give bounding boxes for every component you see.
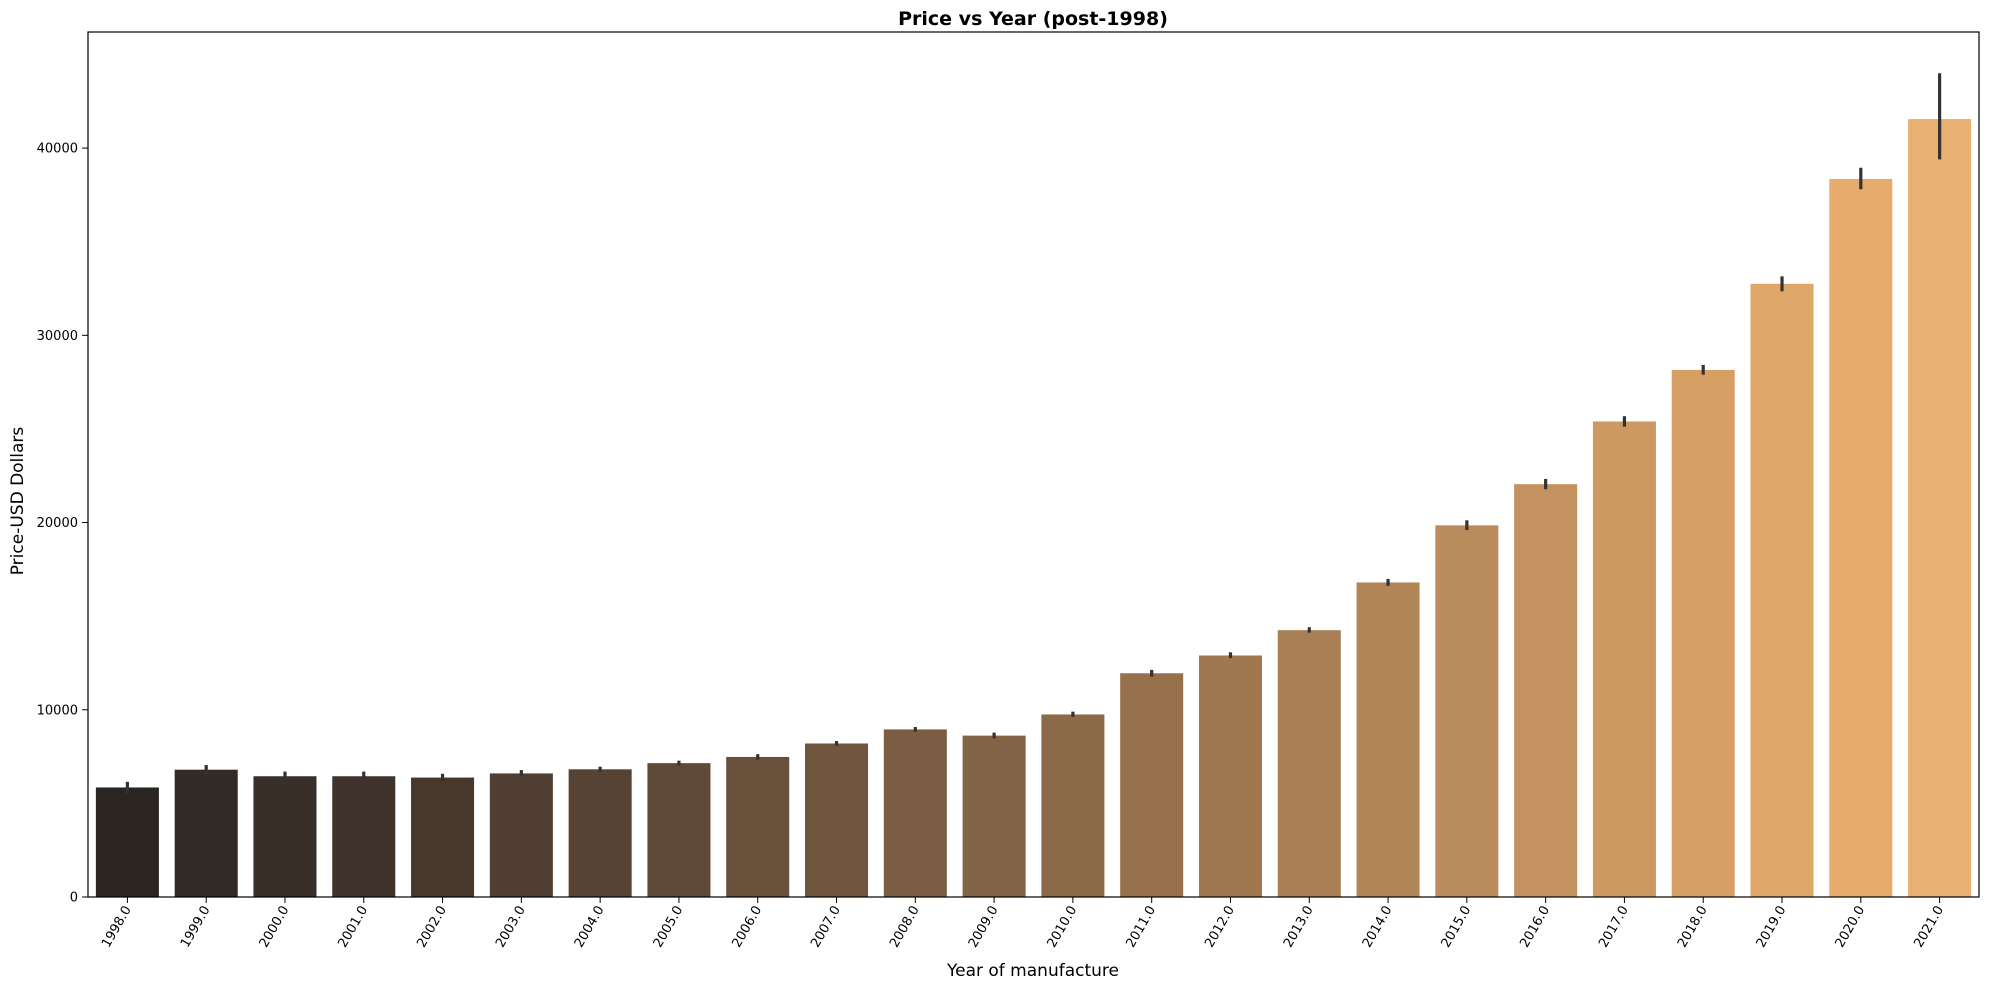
bar — [1120, 673, 1184, 897]
bar — [253, 776, 317, 897]
x-tick-label: 2000.0 — [257, 904, 293, 951]
x-tick-label: 2010.0 — [1045, 904, 1081, 951]
y-tick-label: 0 — [70, 891, 78, 906]
x-tick-label: 2017.0 — [1596, 904, 1632, 951]
plot-frame — [87, 31, 1980, 898]
x-tick-label: 2005.0 — [651, 904, 687, 951]
bar — [962, 735, 1026, 897]
x-tick-label: 2009.0 — [966, 904, 1002, 951]
bar — [174, 769, 238, 897]
x-tick-label: 2018.0 — [1675, 904, 1711, 951]
x-tick-label: 2004.0 — [572, 904, 608, 951]
x-tick-label: 1998.0 — [99, 904, 135, 951]
x-tick-label: 2016.0 — [1517, 904, 1553, 951]
bar — [1829, 178, 1893, 898]
bar — [1277, 630, 1341, 897]
x-tick-label: 2006.0 — [729, 904, 765, 951]
x-axis-label: Year of manufacture — [946, 961, 1119, 981]
x-tick-label: 2008.0 — [887, 904, 923, 951]
bar — [1750, 283, 1814, 897]
bar — [805, 743, 869, 897]
bar — [1356, 582, 1420, 897]
x-tick-label: 2007.0 — [808, 904, 844, 951]
bar — [1592, 421, 1656, 897]
plot-area: 0 10000 20000 30000 40000 1998.0 1999.0 2000.0 2… — [37, 73, 1972, 951]
bar — [726, 756, 790, 897]
bar — [1041, 714, 1105, 897]
x-tick-label: 2019.0 — [1754, 904, 1790, 951]
x-tick-label: 2013.0 — [1281, 904, 1317, 951]
x-tick-label: 2011.0 — [1123, 904, 1159, 951]
x-tick-label: 2003.0 — [493, 904, 529, 951]
x-tick-label: 2014.0 — [1360, 904, 1396, 951]
bar — [647, 763, 711, 897]
x-tick-label: 2021.0 — [1911, 904, 1947, 951]
x-tick-label: 2015.0 — [1439, 904, 1475, 951]
bar — [1198, 655, 1262, 897]
y-tick-label: 40000 — [37, 142, 78, 157]
bar — [1514, 484, 1578, 897]
bar — [332, 776, 396, 897]
bar — [1435, 525, 1499, 897]
x-tick-label: 1999.0 — [178, 904, 214, 951]
bar — [883, 729, 947, 897]
x-tick-label: 2002.0 — [414, 904, 450, 951]
y-tick-label: 30000 — [37, 329, 78, 344]
x-tick-label: 2001.0 — [335, 904, 371, 951]
bar — [489, 773, 553, 897]
bar — [1671, 369, 1735, 898]
bar — [411, 777, 475, 897]
x-tick-label: 2020.0 — [1833, 904, 1869, 951]
y-axis-label: Price-USD Dollars — [8, 427, 28, 576]
y-tick-label: 20000 — [37, 516, 78, 531]
y-tick-label: 10000 — [37, 703, 78, 718]
x-tick-label: 2012.0 — [1202, 904, 1238, 951]
bar — [568, 769, 632, 897]
chart-title: Price vs Year (post-1998) — [898, 8, 1168, 30]
bar — [1908, 119, 1972, 897]
bar — [95, 787, 159, 897]
